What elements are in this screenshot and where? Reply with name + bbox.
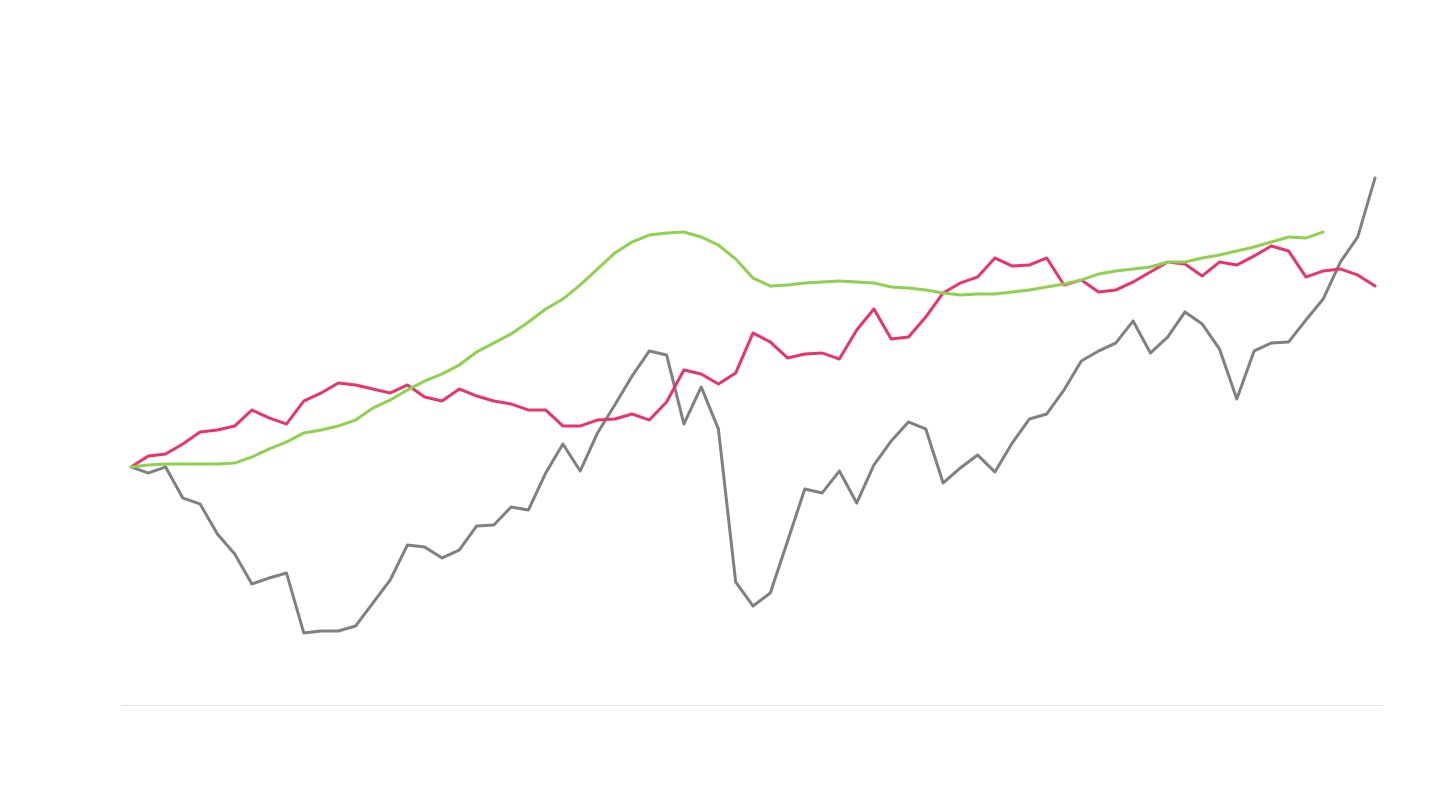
- series-line: [129, 176, 1377, 635]
- series-line: [129, 230, 1325, 469]
